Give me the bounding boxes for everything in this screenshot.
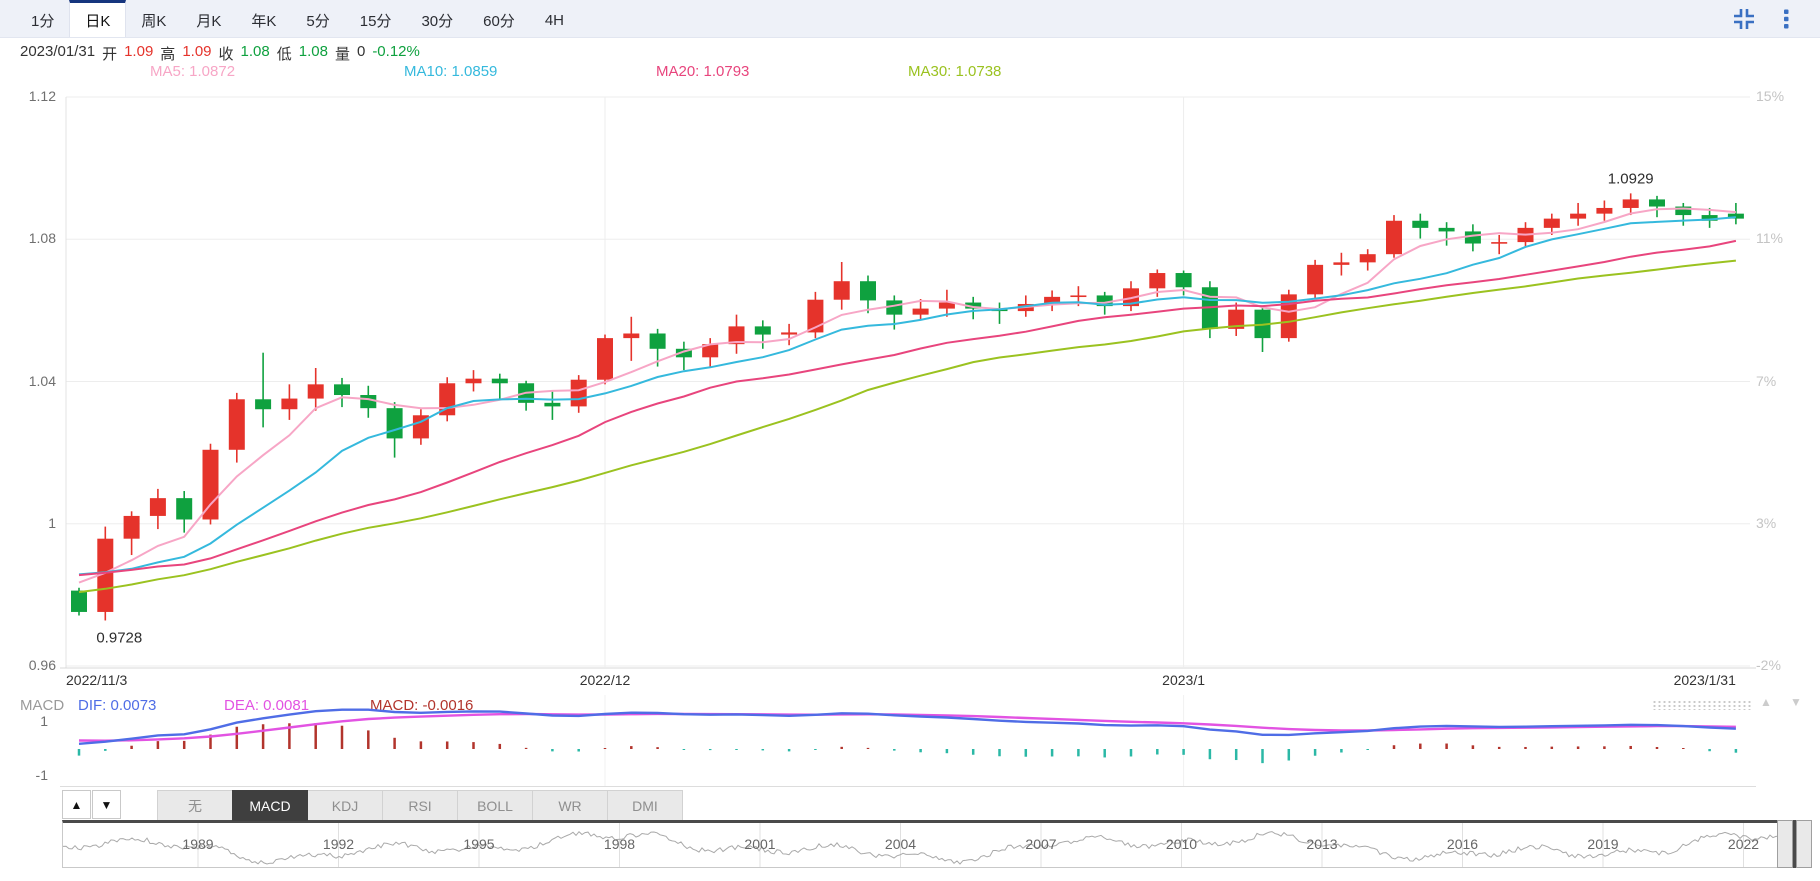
macd-dea-label: DEA: 0.0081 <box>224 697 310 714</box>
ma-legend-ma30: MA30: 1.0738 <box>908 63 1002 80</box>
macd-value-label: MACD: -0.0016 <box>370 697 474 714</box>
indicator-buttons: 无 MACD KDJ RSI BOLL WR DMI <box>157 790 683 821</box>
tab-60min[interactable]: 60分 <box>483 12 515 30</box>
tab-week-k[interactable]: 周K <box>141 12 167 30</box>
chart-scroll-down-icon[interactable]: ▼ <box>1790 695 1802 709</box>
indicator-down-button[interactable]: ▼ <box>92 790 121 819</box>
tab-day-k[interactable]: 日K <box>69 0 127 37</box>
ma-legend-ma5: MA5: 1.0872 <box>150 63 236 80</box>
quote-field-label: 高 <box>160 46 176 63</box>
slider-grip[interactable] <box>1793 820 1796 868</box>
quote-field-label: 低 <box>276 46 292 63</box>
slider-cell-left[interactable] <box>1777 820 1793 868</box>
quote-field-value: 1.08 <box>240 43 270 60</box>
date-tick: 2022/12 <box>579 672 631 688</box>
timeline-year-2019: 2019 <box>1587 836 1619 852</box>
quote-field-value: 1.08 <box>298 43 328 60</box>
kebab-menu-icon[interactable] <box>1772 5 1800 33</box>
chart-scroll-up-icon[interactable]: ▲ <box>1760 695 1772 709</box>
timeline-year-2022: 2022 <box>1727 836 1760 852</box>
collapse-icon[interactable] <box>1730 5 1758 33</box>
macd-tick-neg: -1 <box>35 767 48 783</box>
tab-year-k[interactable]: 年K <box>251 12 277 30</box>
quote-change: -0.12% <box>372 43 420 60</box>
timeline-year-2004: 2004 <box>884 836 917 852</box>
quote-field-value: 1.09 <box>182 43 212 60</box>
indicator-button-rsi[interactable]: RSI <box>382 790 458 821</box>
indicator-button-none[interactable]: 无 <box>157 790 233 821</box>
timeline-scrubber[interactable]: 1989 1992 1995 1998 2001 2004 2007 2010 2013 2016… <box>62 820 1812 868</box>
percent-tick: 15% <box>1756 88 1785 104</box>
quote-field-value: 1.09 <box>124 43 154 60</box>
quote-field-value: 0 <box>356 43 366 60</box>
timeline-year-1998: 1998 <box>603 836 636 852</box>
timeline-year-2007: 2007 <box>1025 836 1057 852</box>
tab-5min[interactable]: 5分 <box>306 12 330 30</box>
quote-row: 2023/01/31 开 1.09 高 1.09 收 1.08 低 1.08 量 0 -0.12% <box>20 43 420 63</box>
price-tick: 1.08 <box>28 230 56 247</box>
price-tick: 1 <box>48 514 56 531</box>
quote-field-label: 收 <box>218 46 234 63</box>
date-tick: 2023/1/31 <box>1673 672 1736 688</box>
tab-15min[interactable]: 15分 <box>359 12 392 30</box>
indicator-button-wr[interactable]: WR <box>532 790 608 821</box>
percent-tick: 7% <box>1756 372 1777 389</box>
date-tick: 2023/1 <box>1162 672 1205 688</box>
chart-scroll-strip[interactable] <box>1652 700 1752 710</box>
tab-month-k[interactable]: 月K <box>196 12 222 30</box>
timeline-year-1989: 1989 <box>182 836 214 852</box>
indicator-up-button[interactable]: ▲ <box>62 790 91 819</box>
high-annotation: 1.0929 <box>1608 170 1654 187</box>
ma-legend-ma20: MA20: 1.0793 <box>656 63 750 80</box>
period-tabbar: 1分 日K 周K 月K 年K 5分 15分 30分 60分 4H <box>0 0 1820 38</box>
candlestick-chart[interactable]: 1.0929 0.9728 <box>0 80 1820 695</box>
timeline-year-2016: 2016 <box>1446 836 1479 852</box>
price-tick: 0.96 <box>28 657 56 673</box>
indicator-button-kdj[interactable]: KDJ <box>307 790 383 821</box>
timeline-year-2001: 2001 <box>744 836 776 852</box>
indicator-button-boll[interactable]: BOLL <box>457 790 533 821</box>
macd-pane[interactable] <box>0 695 1820 788</box>
timeline-year-1995: 1995 <box>463 836 495 852</box>
timeline-year-1992: 1992 <box>322 836 355 852</box>
quote-field-label: 开 <box>102 46 118 63</box>
price-tick: 1.04 <box>28 372 56 389</box>
slider-cell-right[interactable] <box>1796 820 1812 868</box>
macd-pane-label: MACD <box>20 697 65 714</box>
macd-tick-pos: 1 <box>40 713 48 729</box>
quote-field-label: 量 <box>334 46 350 63</box>
tab-30min[interactable]: 30分 <box>421 12 454 30</box>
tabbar-icons <box>1730 5 1800 33</box>
indicator-button-dmi[interactable]: DMI <box>607 790 683 821</box>
quote-date: 2023/01/31 <box>20 43 96 60</box>
timeline-slider-handle[interactable] <box>1777 820 1812 868</box>
ma-legend-ma10: MA10: 1.0859 <box>404 63 498 80</box>
timeline-year-2010: 2010 <box>1165 836 1198 852</box>
date-tick: 2022/11/3 <box>66 672 128 688</box>
price-tick: 1.12 <box>28 88 56 104</box>
tab-4h[interactable]: 4H <box>544 11 564 29</box>
period-tabs: 1分 日K 周K 月K 年K 5分 15分 30分 60分 4H <box>0 0 579 37</box>
percent-tick: -2% <box>1756 657 1781 673</box>
percent-tick: 3% <box>1756 514 1777 531</box>
low-annotation: 0.9728 <box>96 629 142 646</box>
timeline-year-2013: 2013 <box>1306 836 1338 852</box>
macd-dif-label: DIF: 0.0073 <box>78 697 157 714</box>
percent-tick: 11% <box>1756 230 1783 247</box>
tab-1min[interactable]: 1分 <box>31 12 55 30</box>
indicator-button-macd[interactable]: MACD <box>232 790 308 821</box>
